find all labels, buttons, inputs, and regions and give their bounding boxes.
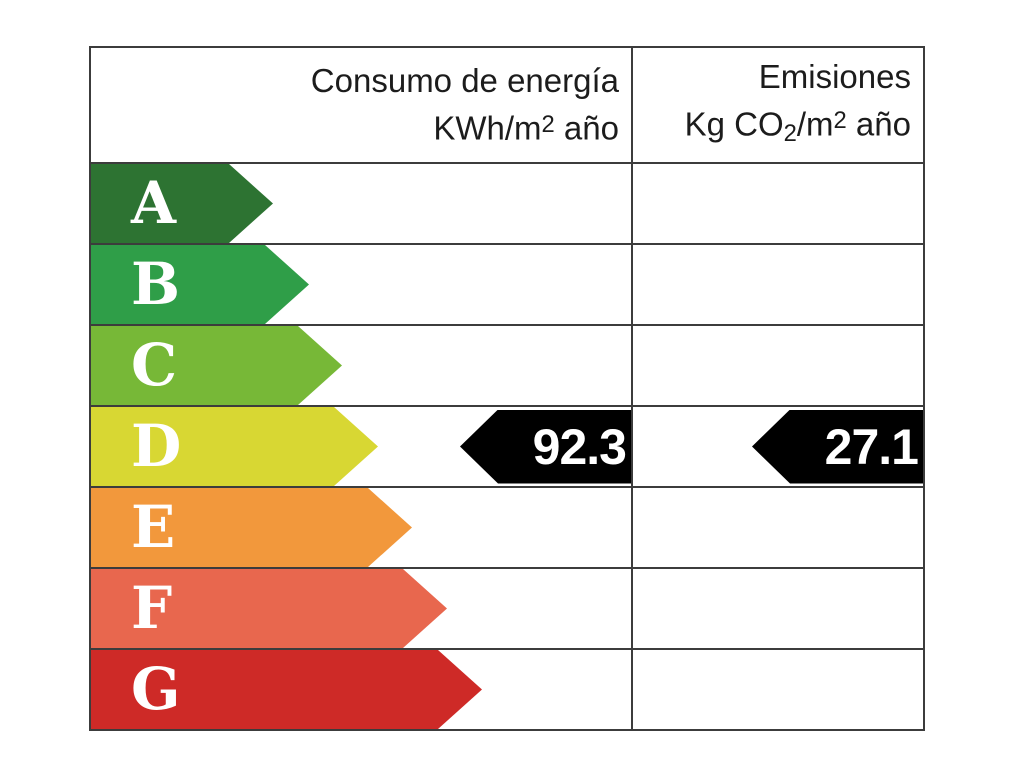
consumption-cell: F [91, 569, 633, 648]
consumption-cell: G [91, 650, 633, 729]
rating-letter: G [131, 654, 181, 723]
rating-row-F: F [91, 567, 923, 648]
rating-letter: B [131, 249, 181, 318]
rating-row-D: D 92.3 27.1 [91, 405, 923, 486]
emissions-cell: 27.1 [633, 407, 923, 486]
unit-text: año [846, 105, 911, 143]
unit-superscript: 2 [833, 106, 847, 134]
emissions-cell [633, 245, 923, 324]
unit-text: /m [796, 105, 834, 143]
consumption-cell: A [91, 164, 633, 243]
unit-text: KWh/m [433, 109, 542, 147]
consumption-cell: B [91, 245, 633, 324]
header-emissions: Emisiones Kg CO2/m2 año [633, 48, 923, 162]
header-consumption-title: Consumo de energía [310, 62, 619, 100]
rating-letter: C [131, 330, 178, 399]
rating-row-C: C [91, 324, 923, 405]
value-marker-arrow: 27.1 [752, 409, 923, 484]
header-emissions-title: Emisiones [758, 57, 911, 95]
rating-letter: A [131, 168, 177, 237]
emissions-cell [633, 488, 923, 567]
unit-text: año [554, 109, 619, 147]
value-marker-text: 27.1 [824, 418, 919, 475]
rating-bar-arrow: C [91, 326, 342, 405]
value-marker-text: 92.3 [532, 418, 627, 475]
rating-letter: D [131, 411, 182, 480]
value-marker-arrow: 92.3 [460, 409, 631, 484]
emissions-cell [633, 650, 923, 729]
rating-table: Consumo de energía KWh/m2 año Emisiones … [89, 46, 925, 731]
unit-suberscript: 2 [783, 119, 797, 147]
rating-row-G: G [91, 648, 923, 729]
rating-row-A: A [91, 162, 923, 243]
rating-row-B: B [91, 243, 923, 324]
header-consumption-units: KWh/m2 año [433, 103, 619, 151]
emissions-cell [633, 569, 923, 648]
rating-letter: E [131, 492, 176, 561]
consumption-cell: D 92.3 [91, 407, 633, 486]
rating-bar-arrow: B [91, 245, 309, 324]
rating-bar-arrow: E [91, 488, 412, 567]
rating-bar-arrow: D [91, 407, 378, 486]
consumption-cell: E [91, 488, 633, 567]
emissions-cell [633, 164, 923, 243]
header-emissions-units: Kg CO2/m2 año [685, 99, 911, 156]
unit-text: Kg CO [684, 105, 784, 143]
rating-letter: F [131, 573, 173, 642]
rating-bar-arrow: G [91, 650, 482, 729]
rating-row-E: E [91, 486, 923, 567]
consumption-cell: C [91, 326, 633, 405]
rating-bar-arrow: A [91, 164, 273, 243]
emissions-cell [633, 326, 923, 405]
table-header-row: Consumo de energía KWh/m2 año Emisiones … [91, 48, 923, 162]
header-consumption: Consumo de energía KWh/m2 año [91, 48, 633, 162]
rating-bar-arrow: F [91, 569, 447, 648]
unit-superscript: 2 [541, 111, 555, 139]
